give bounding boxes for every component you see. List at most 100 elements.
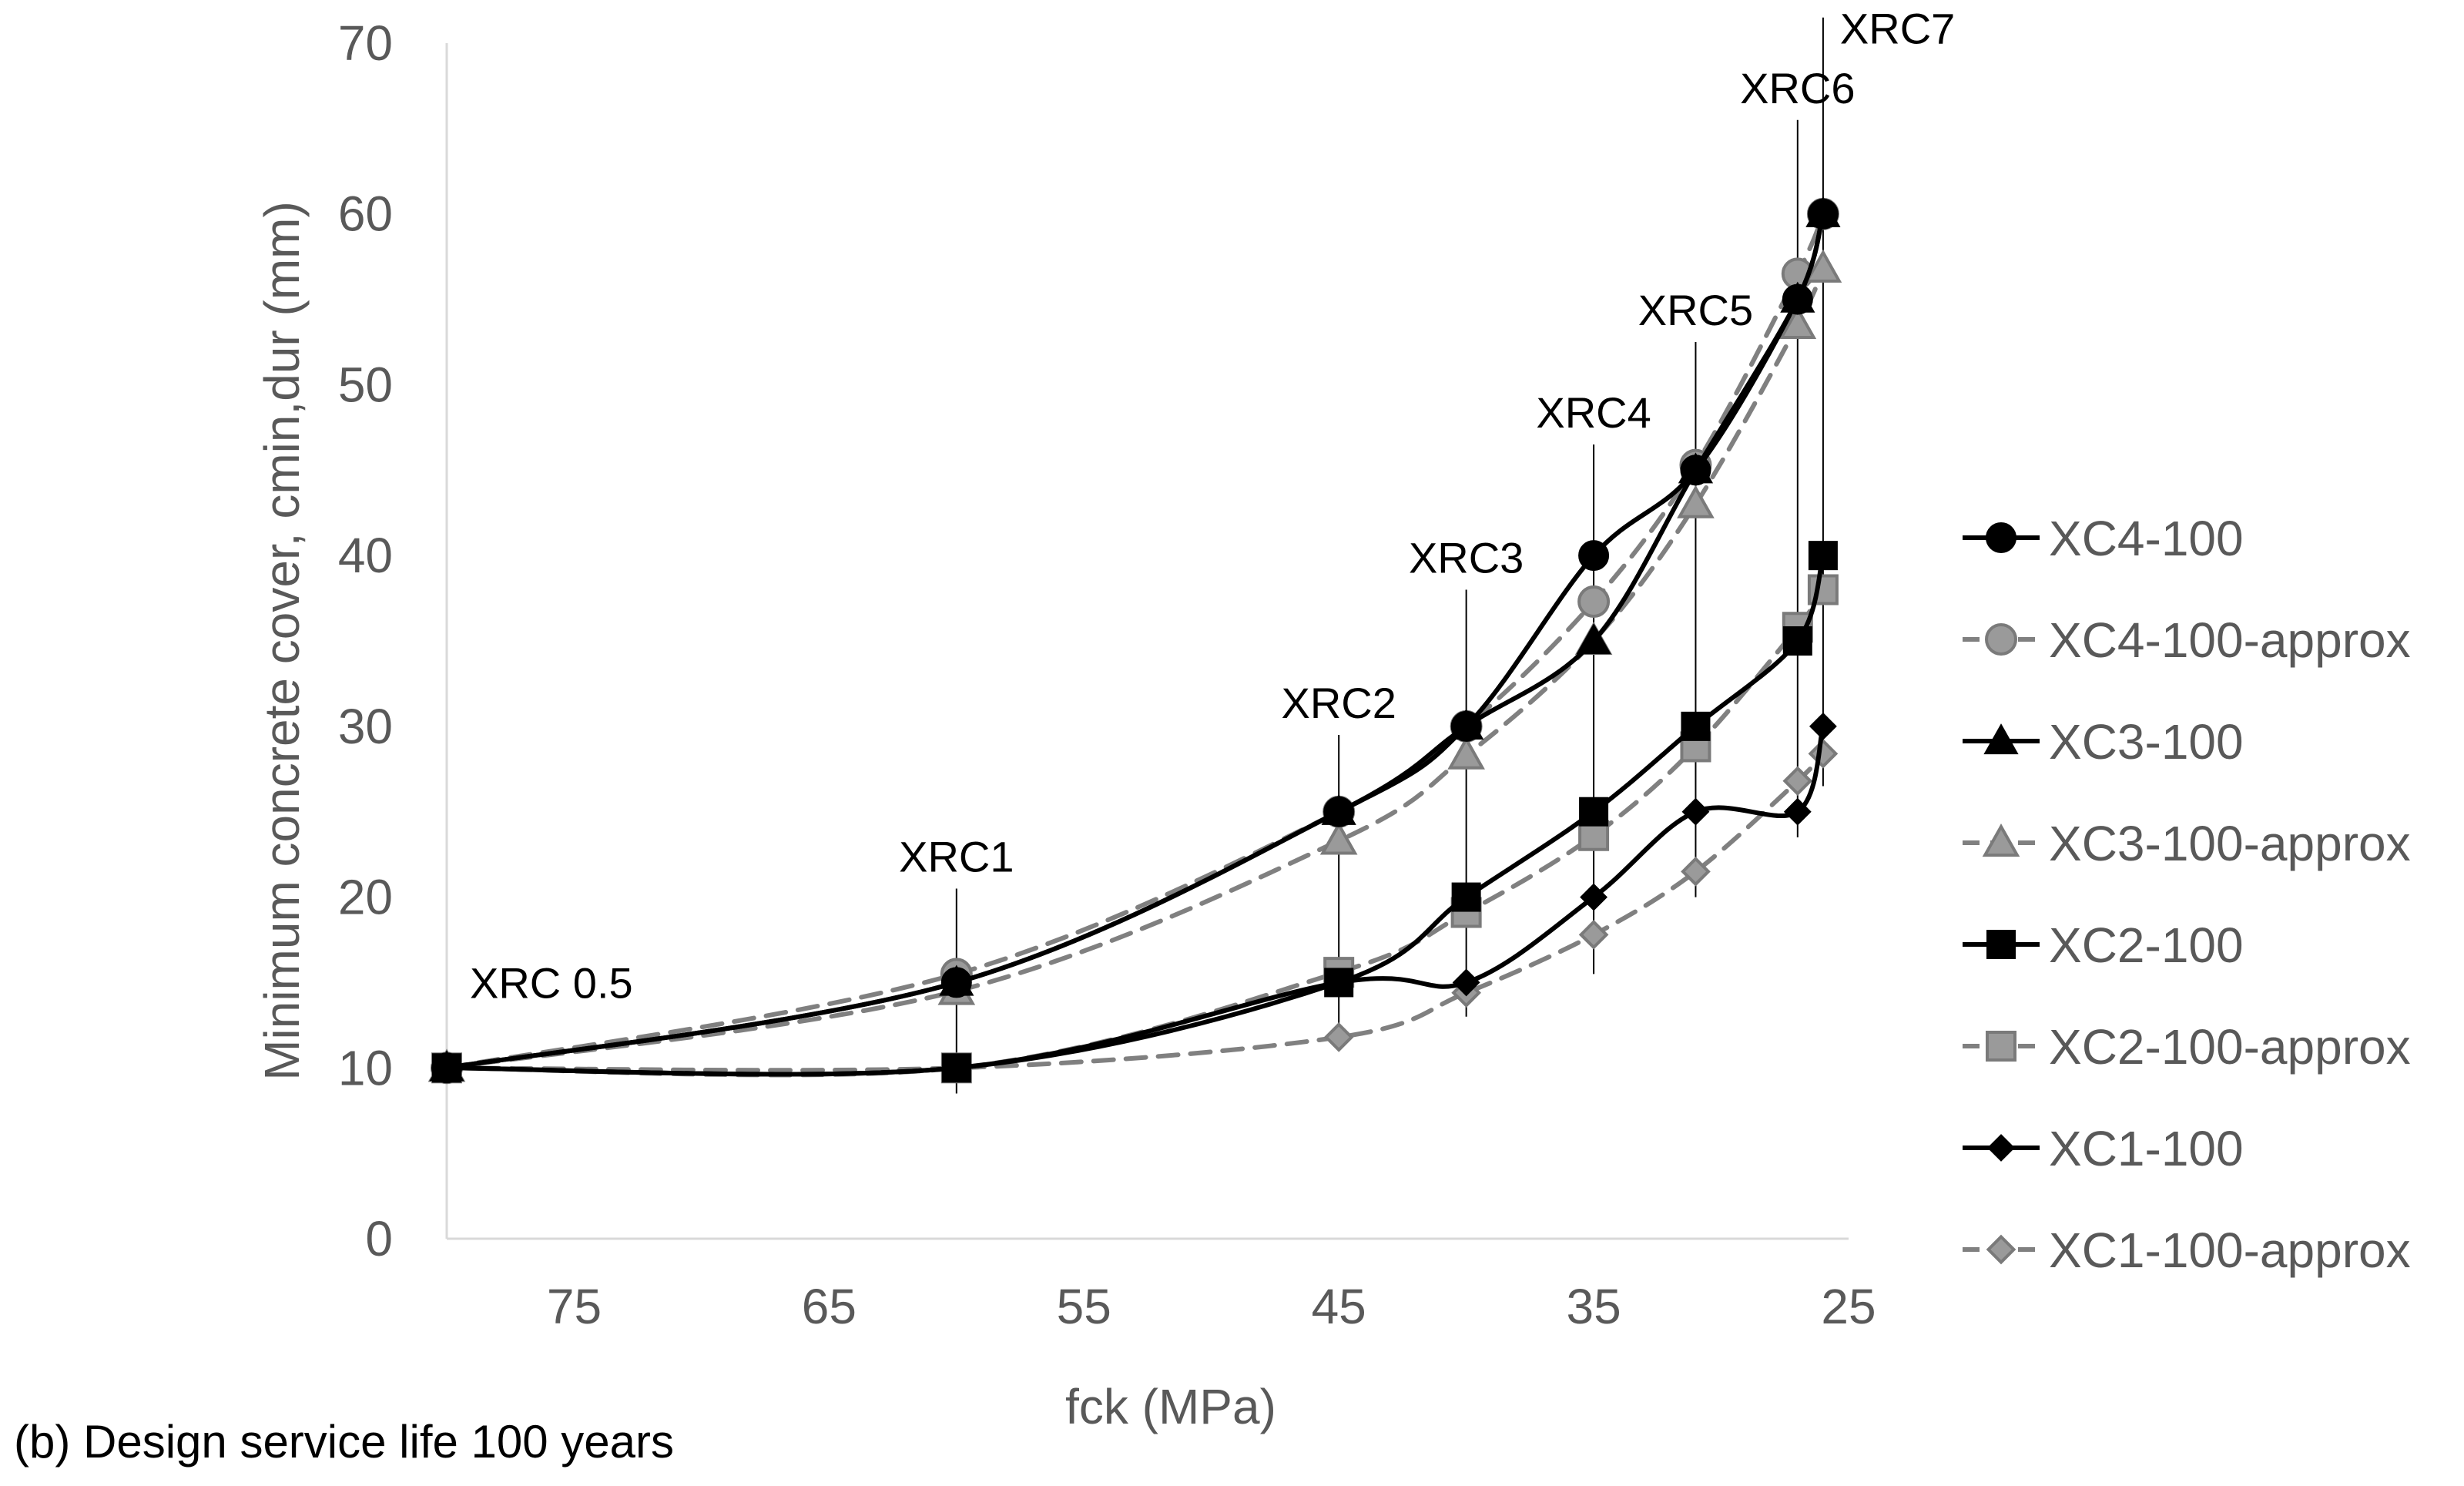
legend-item: XC1-100 xyxy=(1963,1121,2244,1176)
legend-item: XC2-100 xyxy=(1963,917,2244,973)
xrc-label: XRC4 xyxy=(1536,388,1651,437)
data-point xyxy=(1319,821,1358,855)
legend-label: XC4-100-approx xyxy=(2049,612,2411,668)
xrc-label: XRC7 xyxy=(1840,5,1955,53)
series-line xyxy=(444,553,1825,1077)
y-tick-label: 40 xyxy=(338,528,393,583)
xrc-label: XRC5 xyxy=(1638,286,1753,334)
y-tick-label: 70 xyxy=(338,15,393,71)
y-axis-title: Minimum concrete cover, cmin,dur (mm) xyxy=(254,201,310,1081)
data-point xyxy=(1782,766,1813,797)
data-point xyxy=(1451,882,1481,912)
data-point xyxy=(1778,305,1817,339)
legend-item: XC2-100-approx xyxy=(1963,1019,2411,1075)
data-point xyxy=(1576,623,1611,655)
series-line xyxy=(444,211,1825,1071)
data-point xyxy=(1447,736,1485,770)
data-point xyxy=(1323,1022,1354,1052)
legend-marker xyxy=(1986,1234,2016,1265)
y-tick-label: 20 xyxy=(338,870,393,925)
series-line xyxy=(444,723,1825,1077)
x-tick-label: 55 xyxy=(1057,1279,1111,1334)
data-point xyxy=(1804,249,1842,283)
legend-marker xyxy=(1983,723,2019,755)
data-point xyxy=(1580,883,1608,911)
data-point xyxy=(1805,196,1841,227)
legend-marker xyxy=(1987,1134,2015,1162)
legend-label: XC2-100 xyxy=(2049,917,2244,973)
data-point xyxy=(433,1054,461,1082)
series-line xyxy=(444,211,1825,1071)
x-tick-label: 25 xyxy=(1821,1279,1876,1334)
series-XC3-100 xyxy=(429,196,1841,1082)
data-point xyxy=(1577,585,1611,619)
x-axis-title: fck (MPa) xyxy=(1065,1379,1276,1434)
data-point xyxy=(1783,797,1812,826)
data-point xyxy=(1452,968,1480,997)
reference-lines-layer: XRC 0.5 XRC1 XRC2 XRC3 XRC4 XRC5 XRC6 XRC7 xyxy=(470,5,1955,1094)
series-XC4-100 xyxy=(431,198,1839,1084)
series-line xyxy=(444,751,1825,1073)
legend-item: XC3-100-approx xyxy=(1963,816,2411,871)
y-tick-label: 10 xyxy=(338,1040,393,1095)
legend-marker xyxy=(1986,522,2016,553)
data-point xyxy=(1681,711,1711,741)
legend-label: XC3-100-approx xyxy=(2049,816,2411,871)
series-line xyxy=(444,587,1825,1078)
series-XC3-100-approx xyxy=(427,249,1842,1082)
xrc-label: XRC3 xyxy=(1409,533,1524,582)
legend: XC4-100 XC4-100-approx XC3-100 XC3-100-appr… xyxy=(1963,511,2411,1278)
y-tick-label: 0 xyxy=(365,1211,393,1266)
data-point xyxy=(1678,452,1714,484)
legend-item: XC4-100-approx xyxy=(1963,612,2411,668)
legend-label: XC3-100 xyxy=(2049,714,2244,770)
legend-marker xyxy=(1986,930,2016,959)
data-point xyxy=(1780,281,1815,313)
series-line xyxy=(444,266,1825,1071)
data-point xyxy=(1782,626,1812,656)
data-point xyxy=(939,964,974,996)
xrc-label: XRC2 xyxy=(1281,679,1396,727)
legend-marker xyxy=(1985,623,2017,656)
series-XC2-100-approx xyxy=(431,574,1839,1084)
y-tick-label: 50 xyxy=(338,357,393,412)
data-point xyxy=(1325,968,1353,997)
data-point xyxy=(1321,793,1356,825)
data-point xyxy=(1809,712,1837,740)
legend-label: XC2-100-approx xyxy=(2049,1019,2411,1075)
figure-caption: (b) Design service life 100 years xyxy=(14,1416,674,1468)
legend-label: XC4-100 xyxy=(2049,511,2244,566)
x-tick-label: 35 xyxy=(1566,1279,1621,1334)
data-point xyxy=(1578,540,1610,572)
data-point xyxy=(1681,797,1710,826)
xrc-label: XRC1 xyxy=(899,832,1014,881)
y-tick-label: 30 xyxy=(338,699,393,754)
data-point xyxy=(942,1054,971,1082)
data-point xyxy=(1578,920,1609,950)
data-point xyxy=(1681,856,1711,887)
legend-label: XC1-100-approx xyxy=(2049,1223,2411,1278)
series-XC1-100-approx xyxy=(431,739,1839,1083)
series-layer xyxy=(427,196,1842,1085)
tick-labels-layer: 0 10 20 30 40 50 60 70 75 65 55 45 35 25 xyxy=(338,15,1876,1334)
data-point xyxy=(1579,797,1609,827)
series-line xyxy=(444,211,1825,1071)
data-point xyxy=(1808,739,1839,769)
legend-label: XC1-100 xyxy=(2049,1121,2244,1176)
legend-marker xyxy=(1982,824,2020,857)
data-point xyxy=(1808,541,1838,571)
legend-item: XC1-100-approx xyxy=(1963,1223,2411,1278)
legend-item: XC4-100 xyxy=(1963,511,2244,566)
y-tick-label: 60 xyxy=(338,186,393,242)
x-tick-label: 45 xyxy=(1312,1279,1366,1334)
xrc-label: XRC6 xyxy=(1740,64,1855,112)
x-tick-label: 75 xyxy=(547,1279,602,1334)
legend-marker xyxy=(1986,1031,2016,1062)
x-tick-label: 65 xyxy=(802,1279,857,1334)
xrc-label: XRC 0.5 xyxy=(470,958,633,1007)
series-XC4-100-approx xyxy=(431,197,1839,1085)
legend-item: XC3-100 xyxy=(1963,714,2244,770)
axes-layer xyxy=(445,43,1849,1240)
